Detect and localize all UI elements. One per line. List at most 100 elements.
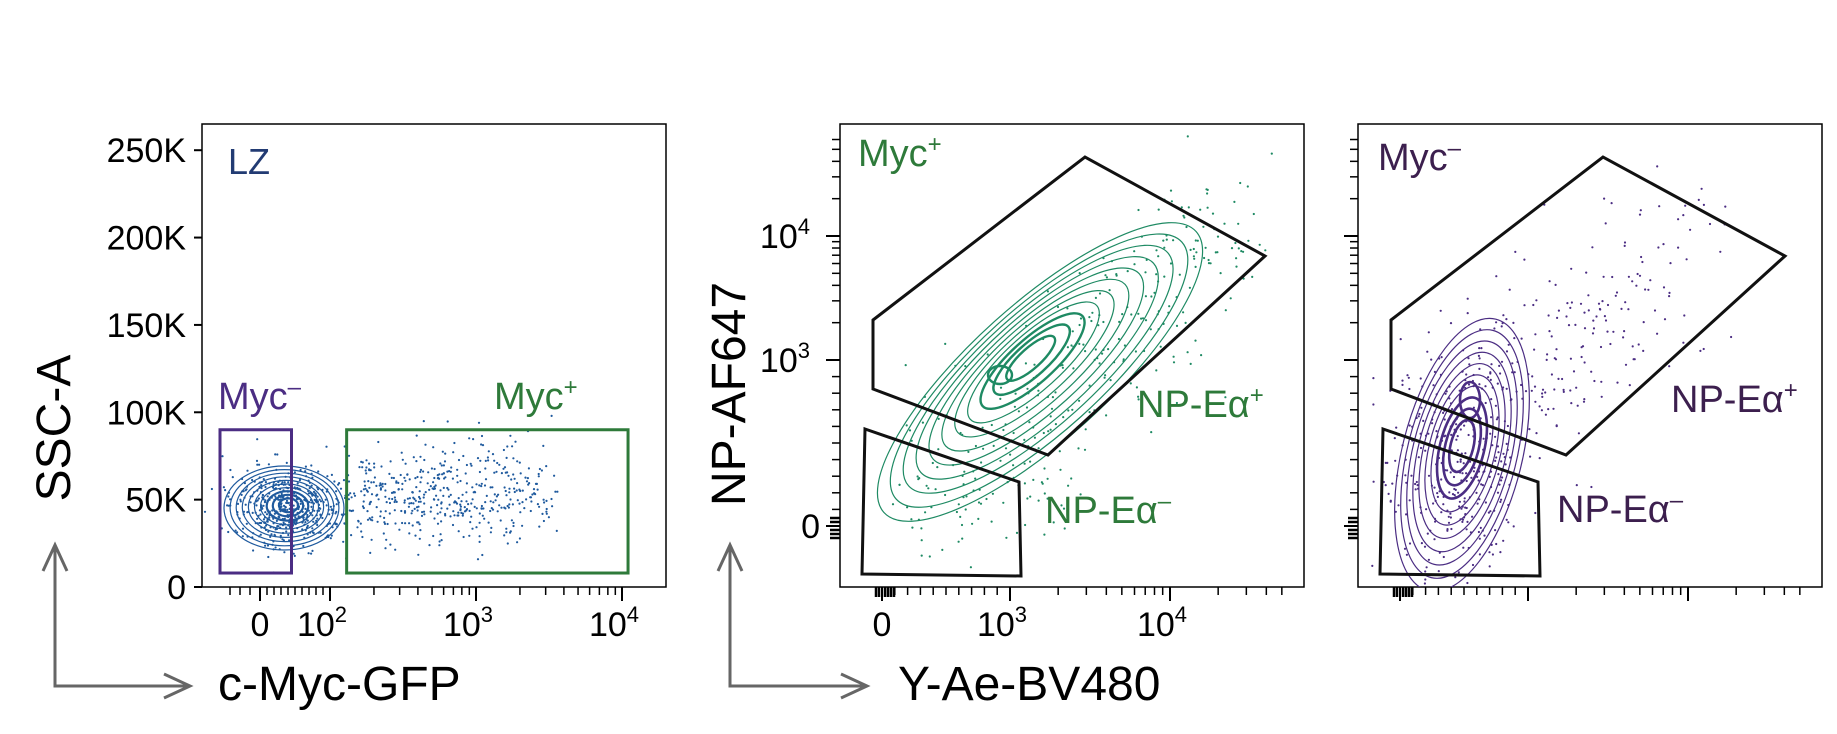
event-dot bbox=[1529, 455, 1532, 458]
event-dot bbox=[1497, 451, 1500, 454]
event-dot bbox=[1134, 350, 1137, 353]
event-dot bbox=[476, 457, 480, 460]
event-dot bbox=[408, 478, 411, 481]
event-dot bbox=[891, 503, 895, 506]
event-dot bbox=[507, 506, 510, 509]
event-dot bbox=[476, 558, 480, 561]
event-dot bbox=[545, 507, 548, 511]
event-dot bbox=[510, 519, 513, 522]
plot-frame-myc-positive bbox=[839, 123, 1305, 588]
event-dot bbox=[267, 555, 270, 559]
event-dot bbox=[969, 566, 973, 569]
event-dot bbox=[1416, 484, 1419, 487]
event-dot bbox=[359, 522, 362, 525]
event-dot bbox=[330, 534, 333, 537]
event-dot bbox=[471, 527, 474, 530]
event-dot bbox=[278, 498, 281, 501]
event-dot bbox=[1535, 299, 1538, 302]
event-dot bbox=[1478, 367, 1481, 370]
event-dot bbox=[292, 504, 295, 507]
event-dot bbox=[390, 476, 393, 479]
event-dot bbox=[521, 489, 524, 492]
event-dot bbox=[1505, 318, 1508, 321]
event-dot bbox=[1623, 244, 1626, 247]
axis-arrow-left-up-head bbox=[41, 541, 69, 572]
event-dot bbox=[1592, 319, 1595, 322]
event-dot bbox=[1169, 189, 1173, 192]
event-dot bbox=[478, 540, 481, 544]
event-dot bbox=[1015, 531, 1019, 535]
event-dot bbox=[325, 445, 328, 448]
event-dot bbox=[403, 501, 406, 504]
event-dot bbox=[532, 488, 536, 491]
event-dot bbox=[1624, 301, 1627, 304]
event-dot bbox=[550, 497, 553, 501]
event-dot bbox=[394, 548, 397, 551]
event-dot bbox=[1466, 520, 1469, 524]
event-dot bbox=[1427, 558, 1430, 561]
event-dot bbox=[500, 472, 503, 475]
event-dot bbox=[419, 455, 422, 458]
event-dot bbox=[1689, 228, 1692, 231]
event-dot bbox=[1077, 447, 1080, 450]
event-dot bbox=[1440, 478, 1443, 481]
event-dot bbox=[490, 526, 493, 530]
event-dot bbox=[401, 521, 404, 525]
event-dot bbox=[481, 553, 484, 557]
event-dot bbox=[1587, 294, 1590, 297]
event-dot bbox=[418, 523, 421, 526]
contour-line bbox=[928, 267, 1145, 466]
event-dot bbox=[1427, 432, 1430, 435]
event-dot bbox=[465, 508, 469, 511]
event-dot bbox=[1467, 433, 1470, 437]
plot-frame-lz bbox=[201, 123, 667, 588]
gate-label-np-ea-negative-myc-negative-sup: – bbox=[1670, 487, 1684, 514]
event-dot bbox=[1062, 507, 1066, 510]
event-dot bbox=[495, 470, 498, 473]
event-dot bbox=[505, 494, 508, 497]
event-dot bbox=[375, 484, 378, 487]
event-dot bbox=[1078, 342, 1081, 345]
event-dot bbox=[333, 480, 336, 483]
event-dot bbox=[1170, 200, 1173, 203]
event-dot bbox=[1682, 341, 1685, 344]
event-dot bbox=[347, 480, 351, 483]
event-dot bbox=[342, 540, 345, 543]
event-dot bbox=[410, 502, 413, 505]
event-dot bbox=[1144, 295, 1147, 298]
event-dot bbox=[545, 512, 548, 515]
event-dot bbox=[277, 525, 280, 528]
event-dot bbox=[1189, 362, 1192, 365]
event-dot bbox=[256, 438, 259, 441]
event-dot bbox=[350, 509, 353, 513]
event-dot bbox=[1495, 321, 1498, 324]
event-dot bbox=[452, 451, 455, 454]
event-dot bbox=[1451, 493, 1455, 496]
event-dot bbox=[1175, 401, 1178, 405]
event-dot bbox=[1023, 482, 1026, 485]
event-dot bbox=[506, 504, 509, 508]
event-dot bbox=[1424, 570, 1427, 573]
event-dot bbox=[513, 477, 516, 480]
event-dot bbox=[1433, 486, 1436, 489]
event-dot bbox=[419, 529, 422, 532]
event-dot bbox=[1644, 288, 1647, 291]
event-dot bbox=[1159, 345, 1162, 348]
event-dot bbox=[1155, 369, 1158, 372]
event-dot bbox=[1098, 292, 1102, 295]
event-dot bbox=[376, 493, 379, 496]
event-dot bbox=[1448, 491, 1451, 494]
gate-np-ea-negative-myc-positive bbox=[860, 426, 1023, 578]
event-dot bbox=[461, 493, 464, 496]
event-dot bbox=[256, 499, 259, 502]
event-dot bbox=[941, 548, 944, 552]
event-dot bbox=[479, 459, 482, 462]
event-dot bbox=[1182, 214, 1185, 217]
event-dot bbox=[1237, 247, 1240, 250]
event-dot bbox=[304, 507, 307, 510]
event-dot bbox=[498, 504, 501, 507]
panel-annotation-lz: LZ bbox=[228, 141, 270, 182]
event-dot bbox=[1062, 416, 1065, 419]
event-dot bbox=[262, 478, 265, 481]
event-dot bbox=[259, 513, 262, 516]
